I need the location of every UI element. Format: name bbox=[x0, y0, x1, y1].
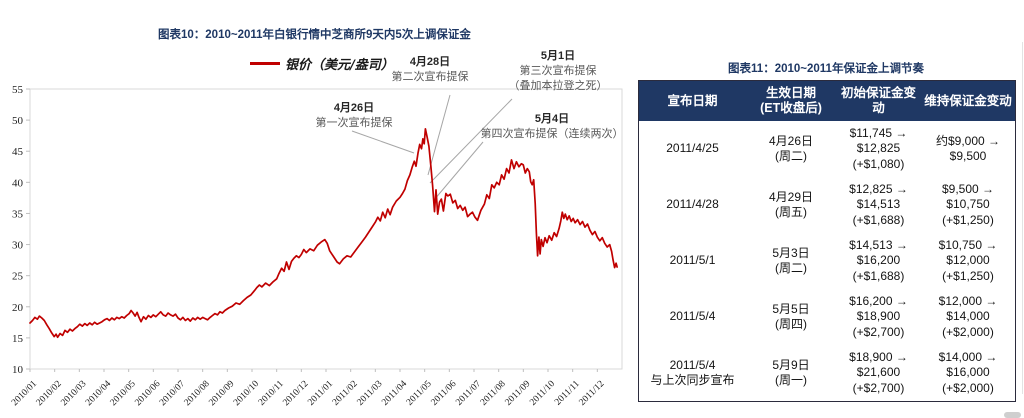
x-axis-tick-label: 2011/06 bbox=[430, 379, 459, 408]
table-cell: $14,000 → $16,000 (+$2,000) bbox=[938, 349, 998, 395]
x-axis-tick-label: 2010/03 bbox=[59, 379, 88, 408]
x-axis-tick-label: 2010/06 bbox=[133, 379, 162, 408]
table-cell: $12,000 → $14,000 (+$2,000) bbox=[938, 293, 998, 339]
chart-title: 图表10：2010~2011年白银行情中芝商所9天内5次上调保证金 bbox=[158, 29, 471, 41]
x-axis-tick-label: 2010/09 bbox=[207, 379, 236, 408]
annotation-text: 第三次宣布提保 bbox=[519, 65, 597, 77]
y-axis-tick-label: 40 bbox=[12, 177, 24, 189]
table-title: 图表11：2010~2011年保证金上调节奏 bbox=[728, 63, 924, 75]
y-axis-tick-label: 35 bbox=[12, 208, 24, 220]
annotation-text: 第一次宣布提保 bbox=[315, 117, 393, 129]
page-edge-line bbox=[1022, 42, 1023, 394]
x-axis-tick-label: 2011/03 bbox=[356, 379, 385, 408]
price-line bbox=[29, 127, 618, 339]
x-axis-tick-label: 2011/12 bbox=[578, 379, 607, 408]
x-axis-tick-label: 2011/10 bbox=[528, 379, 557, 408]
y-axis-tick-label: 30 bbox=[12, 240, 24, 252]
annotation-text: 第二次宣布提保 bbox=[391, 71, 469, 83]
scrollbar-thumb-fragment bbox=[1004, 412, 1021, 418]
x-axis-tick-label: 2010/10 bbox=[232, 379, 261, 408]
x-axis-tick-label: 2010/12 bbox=[281, 379, 310, 408]
annotation-second-hike: 4月28日 第二次宣布提保 bbox=[378, 55, 482, 85]
table-cell: 约$9,000 → $9,500 bbox=[935, 133, 1001, 164]
annotation-date: 4月26日 bbox=[333, 102, 375, 114]
table-cell: $18,900 → $21,600 (+$2,700) bbox=[849, 349, 908, 395]
x-axis-tick-label: 2010/02 bbox=[35, 379, 64, 408]
x-axis-tick-label: 2010/08 bbox=[183, 379, 212, 408]
annotation-date: 5月4日 bbox=[534, 113, 570, 125]
table-cell: $10,750 → $12,000 (+$1,250) bbox=[938, 237, 998, 283]
y-axis-tick-label: 45 bbox=[12, 146, 24, 158]
x-axis-tick-label: 2011/04 bbox=[380, 379, 409, 408]
table-row: 2011/4/25 4月26日 (周二) $11,745 → $12,825 (+$1,0… bbox=[639, 121, 1016, 177]
legend-label: 银价（美元/盎司） bbox=[285, 58, 394, 73]
table-cell: 2011/5/1 bbox=[669, 253, 716, 268]
x-axis-tick-label: 2011/05 bbox=[405, 379, 434, 408]
silver-price-chart-section: 图表10：2010~2011年白银行情中芝商所9天内5次上调保证金 55 50 45… bbox=[10, 29, 634, 408]
table-row: 2011/5/4 5月5日 (周四) $16,200 → $18,900 (+$2,700… bbox=[639, 289, 1016, 345]
table-cell: 2011/4/25 bbox=[666, 141, 719, 156]
y-axis-tick-label: 50 bbox=[12, 115, 24, 127]
header-cell: 宣布日期 bbox=[638, 80, 746, 121]
silver-price-line-chart: 555045403530252015102010/012010/022010/0… bbox=[10, 84, 623, 408]
table-cell: $16,200 → $18,900 (+$2,700) bbox=[849, 293, 908, 339]
annotation-leader-line bbox=[427, 94, 451, 176]
annotation-text: 第四次宣布提保（连续两次） bbox=[480, 128, 624, 140]
annotation-text: （叠加本拉登之死） bbox=[508, 80, 608, 92]
y-axis-tick-label: 15 bbox=[12, 333, 24, 345]
table-cell: $11,745 → $12,825 (+$1,080) bbox=[849, 125, 908, 171]
table-cell: 2011/4/28 bbox=[666, 197, 719, 212]
x-axis-tick-label: 2010/07 bbox=[158, 379, 187, 408]
y-axis-tick-label: 55 bbox=[12, 84, 24, 96]
annotation-date: 4月28日 bbox=[409, 56, 451, 68]
x-axis-tick-label: 2011/08 bbox=[479, 379, 508, 408]
annotation-date: 5月1日 bbox=[540, 50, 576, 62]
table-cell: 4月26日 (周二) bbox=[768, 133, 814, 164]
margin-hike-table: 宣布日期 生效日期 (ET收盘后) 初始保证金变动 维持保证金变动 2011/4/25 4… bbox=[638, 80, 1016, 402]
table-cell: 5月9日 (周一) bbox=[772, 357, 810, 388]
x-axis-tick-label: 2011/11 bbox=[553, 379, 582, 408]
x-axis-tick-label: 2010/05 bbox=[109, 379, 138, 408]
x-axis-tick-label: 2011/07 bbox=[454, 379, 483, 408]
annotation-first-hike: 4月26日 第一次宣布提保 bbox=[296, 101, 412, 131]
table-cell: 5月3日 (周二) bbox=[772, 245, 810, 276]
x-axis-tick-label: 2011/09 bbox=[504, 379, 533, 408]
x-axis-tick-label: 2010/11 bbox=[257, 379, 286, 408]
x-axis-tick-label: 2010/04 bbox=[84, 379, 113, 408]
y-axis-tick-label: 10 bbox=[12, 364, 24, 376]
header-cell: 生效日期 (ET收盘后) bbox=[746, 80, 836, 121]
table-cell: 2011/5/4 bbox=[669, 309, 716, 324]
header-cell: 维持保证金变动 bbox=[921, 80, 1016, 121]
table-row: 2011/5/4 与上次同步宣布 5月9日 (周一) $18,900 → $21,600(… bbox=[639, 345, 1016, 402]
annotation-leader-line bbox=[429, 98, 513, 184]
annotation-leader-line bbox=[351, 130, 415, 154]
chart-legend: 银价（美元/盎司） bbox=[250, 54, 394, 73]
x-axis-tick-label: 2011/02 bbox=[331, 379, 360, 408]
annotation-fourth-hike: 5月4日 第四次宣布提保（连续两次） bbox=[470, 112, 634, 142]
x-axis-tick-label: 2011/01 bbox=[306, 379, 335, 408]
margin-table-body: 2011/4/25 4月26日 (周二) $11,745 → $12,825 (+$1,0… bbox=[639, 121, 1016, 402]
table-cell: $9,500 → $10,750 (+$1,250) bbox=[941, 181, 995, 227]
annotation-leader-line bbox=[433, 141, 484, 201]
table-cell: 5月5日 (周四) bbox=[772, 301, 810, 332]
table-row: 2011/5/1 5月3日 (周二) $14,513 → $16,200 (+$1,688… bbox=[639, 233, 1016, 289]
x-axis-tick-label: 2010/01 bbox=[10, 379, 39, 408]
y-axis-tick-label: 25 bbox=[12, 271, 24, 283]
table-cell: 4月29日 (周五) bbox=[768, 189, 814, 220]
y-axis-tick-label: 20 bbox=[12, 302, 24, 314]
header-row: 宣布日期 生效日期 (ET收盘后) 初始保证金变动 维持保证金变动 bbox=[638, 80, 1016, 121]
annotation-third-hike: 5月1日 第三次宣布提保 （叠加本拉登之死） bbox=[500, 49, 616, 94]
legend-line-icon bbox=[250, 62, 280, 65]
table-cell: $12,825 → $14,513 (+$1,688) bbox=[849, 181, 908, 227]
table-cell: $14,513 → $16,200 (+$1,688) bbox=[849, 237, 908, 283]
table-cell: 2011/5/4 与上次同步宣布 bbox=[650, 357, 735, 388]
table-row: 2011/4/28 4月29日 (周五) $12,825 → $14,513 (+$1,6… bbox=[639, 177, 1016, 233]
margin-table-head: 宣布日期 生效日期 (ET收盘后) 初始保证金变动 维持保证金变动 bbox=[638, 80, 1016, 121]
header-cell: 初始保证金变动 bbox=[836, 80, 921, 121]
